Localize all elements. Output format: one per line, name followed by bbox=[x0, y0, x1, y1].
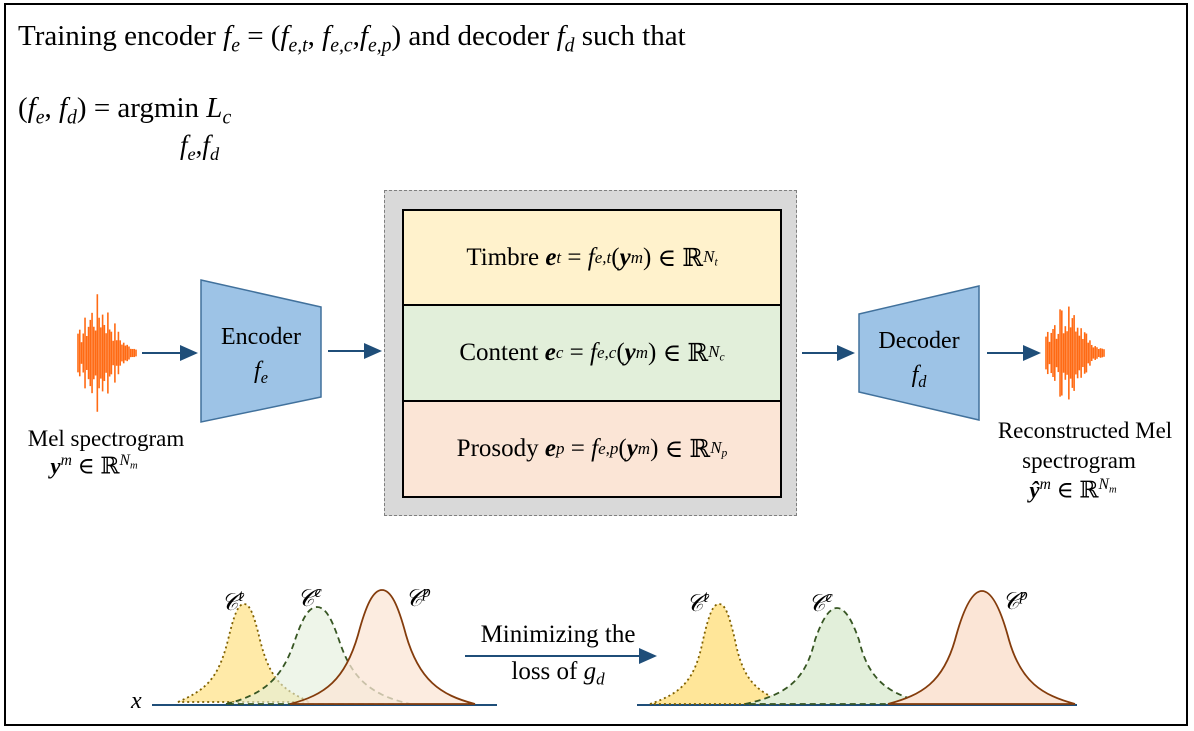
right-timbre-label: 𝒞t bbox=[686, 587, 709, 617]
left-prosody-curve bbox=[289, 589, 476, 705]
decoder-block bbox=[858, 285, 980, 421]
output-symbol: ŷm ∈ ℝNm bbox=[1029, 476, 1117, 503]
figure-frame bbox=[4, 3, 1188, 726]
minimizing-label-line2: loss of gd bbox=[511, 658, 605, 689]
left-timbre-label: 𝒞t bbox=[221, 586, 244, 616]
left-prosody-label: 𝒞p bbox=[405, 582, 431, 612]
output-waveform-icon bbox=[1045, 306, 1105, 400]
x-axis-label: x bbox=[131, 688, 142, 714]
argmin-equation: (fe, fd) = argmin Lc bbox=[18, 92, 232, 129]
output-label-line2: spectrogram bbox=[1022, 448, 1136, 473]
minimizing-label-line1: Minimizing the bbox=[480, 621, 636, 648]
left-content-label: 𝒞c bbox=[297, 582, 322, 612]
argmin-subscript: fe,fd bbox=[180, 130, 220, 164]
left-timbre-curve bbox=[177, 603, 311, 703]
right-content-label: 𝒞c bbox=[808, 587, 833, 617]
encoder-label: Encoder bbox=[221, 324, 301, 350]
input-label: Mel spectrogram bbox=[27, 426, 185, 451]
encoder-symbol: fe bbox=[254, 358, 268, 388]
right-content-curve bbox=[744, 607, 931, 705]
right-timbre-curve bbox=[649, 603, 791, 705]
input-symbol: ym ∈ ℝNm bbox=[50, 452, 138, 479]
right-prosody-label: 𝒞p bbox=[1002, 585, 1028, 615]
output-label-line1: Reconstructed Mel bbox=[997, 418, 1173, 443]
input-waveform-icon bbox=[77, 294, 137, 412]
decoder-symbol: fd bbox=[911, 362, 927, 392]
encoder-block bbox=[200, 279, 322, 423]
right-prosody-curve bbox=[887, 590, 1076, 705]
decoder-label: Decoder bbox=[878, 328, 960, 354]
training-objective-line: Training encoder fe = (fe,t, fe,c,fe,p) … bbox=[18, 20, 686, 57]
